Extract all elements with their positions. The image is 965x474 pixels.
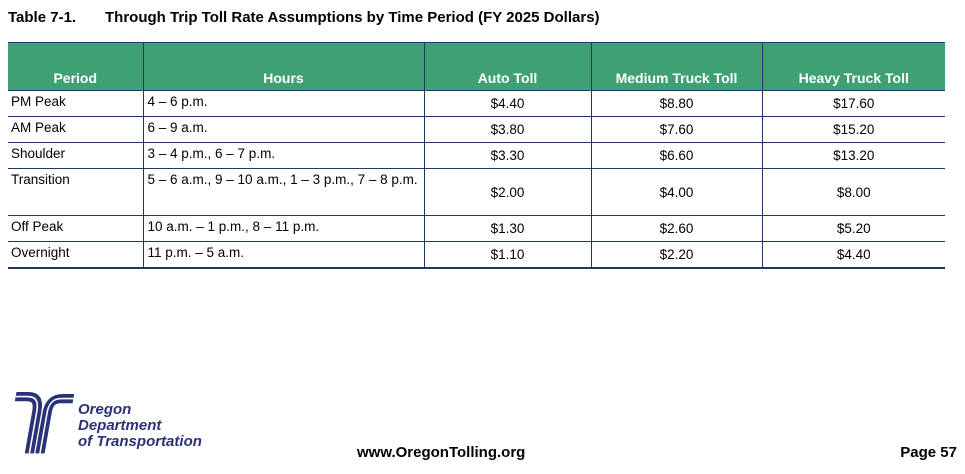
table-caption-number: Table 7-1.	[8, 9, 77, 26]
table-row: AM Peak 6 – 9 a.m. $3.80 $7.60 $15.20	[8, 116, 945, 143]
table-row: Overnight 11 p.m. – 5 a.m. $1.10 $2.20 $…	[8, 241, 945, 268]
cell-hours: 4 – 6 p.m.	[142, 90, 424, 117]
cell-medium-truck-toll: $6.60	[590, 142, 762, 169]
cell-period: Overnight	[8, 241, 143, 268]
odot-logo: Oregon Department of Transportation	[8, 384, 268, 462]
table-caption-title: Through Trip Toll Rate Assumptions by Ti…	[105, 9, 600, 26]
odot-logo-text: Oregon Department of Transportation	[78, 402, 202, 450]
cell-auto-toll: $4.40	[423, 90, 591, 117]
table-row: PM Peak 4 – 6 p.m. $4.40 $8.80 $17.60	[8, 90, 945, 117]
cell-period: Shoulder	[8, 142, 143, 169]
column-header-period: Period	[8, 42, 143, 91]
cell-auto-toll: $3.80	[423, 116, 591, 143]
cell-auto-toll: $3.30	[423, 142, 591, 169]
cell-hours: 5 – 6 a.m., 9 – 10 a.m., 1 – 3 p.m., 7 –…	[142, 168, 424, 216]
table-header-row: Period Hours Auto Toll Medium Truck Toll…	[8, 42, 945, 91]
cell-medium-truck-toll: $2.60	[590, 215, 762, 242]
cell-auto-toll: $1.10	[423, 241, 591, 268]
cell-medium-truck-toll: $8.80	[590, 90, 762, 117]
odot-logo-icon	[14, 391, 74, 454]
cell-period: AM Peak	[8, 116, 143, 143]
cell-heavy-truck-toll: $8.00	[761, 168, 945, 216]
table-row: Transition 5 – 6 a.m., 9 – 10 a.m., 1 – …	[8, 168, 945, 216]
odot-logo-line1: Oregon	[78, 401, 132, 418]
cell-heavy-truck-toll: $17.60	[761, 90, 945, 117]
footer-website: www.OregonTolling.org	[357, 444, 526, 461]
cell-hours: 3 – 4 p.m., 6 – 7 p.m.	[142, 142, 424, 169]
column-header-auto-toll: Auto Toll	[423, 42, 591, 91]
column-header-medium-truck-toll: Medium Truck Toll	[590, 42, 762, 91]
cell-auto-toll: $1.30	[423, 215, 591, 242]
table-caption: Table 7-1. Through Trip Toll Rate Assumpt…	[8, 9, 600, 26]
cell-heavy-truck-toll: $15.20	[761, 116, 945, 143]
cell-heavy-truck-toll: $5.20	[761, 215, 945, 242]
cell-medium-truck-toll: $7.60	[590, 116, 762, 143]
cell-hours: 11 p.m. – 5 a.m.	[142, 241, 424, 268]
odot-logo-line3: of Transportation	[78, 433, 202, 450]
toll-rate-table: Period Hours Auto Toll Medium Truck Toll…	[8, 42, 945, 269]
column-header-heavy-truck-toll: Heavy Truck Toll	[761, 42, 945, 91]
cell-auto-toll: $2.00	[423, 168, 591, 216]
cell-hours: 6 – 9 a.m.	[142, 116, 424, 143]
cell-medium-truck-toll: $4.00	[590, 168, 762, 216]
cell-heavy-truck-toll: $4.40	[761, 241, 945, 268]
cell-heavy-truck-toll: $13.20	[761, 142, 945, 169]
table-row: Shoulder 3 – 4 p.m., 6 – 7 p.m. $3.30 $6…	[8, 142, 945, 169]
cell-hours: 10 a.m. – 1 p.m., 8 – 11 p.m.	[142, 215, 424, 242]
cell-period: PM Peak	[8, 90, 143, 117]
cell-period: Transition	[8, 168, 143, 216]
column-header-hours: Hours	[142, 42, 424, 91]
footer-page-number: Page 57	[900, 444, 957, 461]
cell-medium-truck-toll: $2.20	[590, 241, 762, 268]
table-row: Off Peak 10 a.m. – 1 p.m., 8 – 11 p.m. $…	[8, 215, 945, 242]
odot-logo-line2: Department	[78, 417, 162, 434]
cell-period: Off Peak	[8, 215, 143, 242]
